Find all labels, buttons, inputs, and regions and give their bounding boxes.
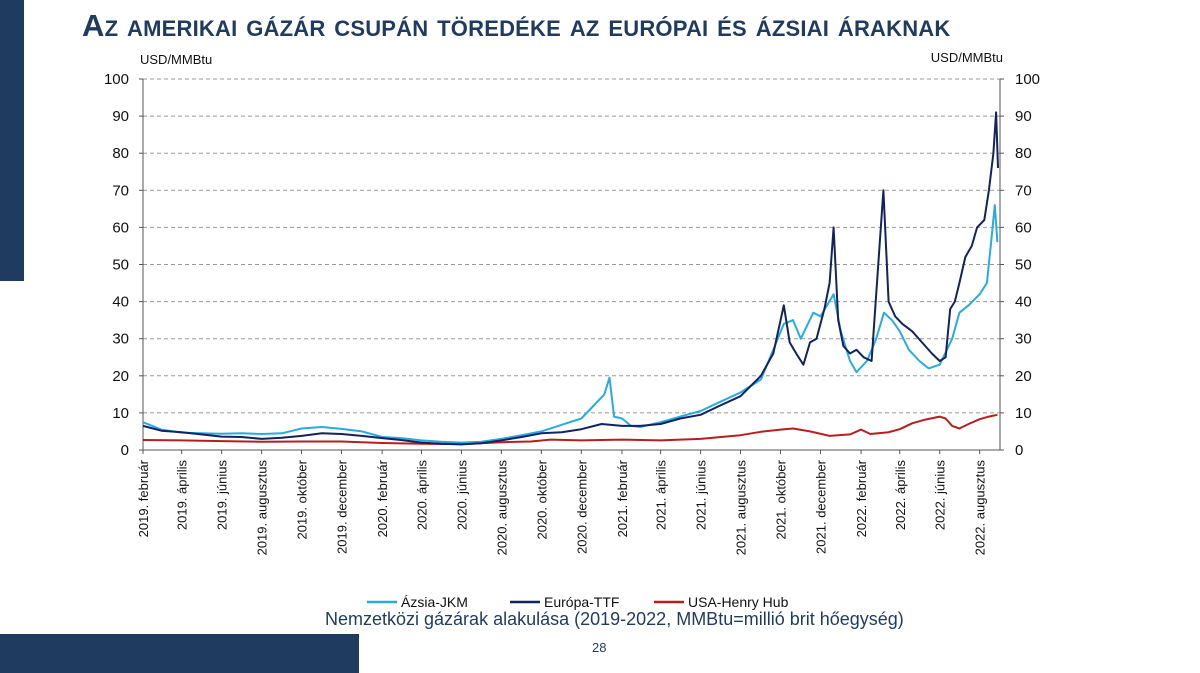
x-tick-label: 2022. február <box>854 459 869 537</box>
y-tick-label-right: 60 <box>1015 219 1032 236</box>
y-tick-label-right: 80 <box>1015 145 1032 162</box>
x-tick-label: 2020. december <box>574 459 589 554</box>
x-tick-label: 2022. június <box>933 460 948 531</box>
y-tick-label-right: 70 <box>1015 182 1032 199</box>
series-line <box>142 413 998 446</box>
x-tick-label: 2020. augusztus <box>494 460 509 556</box>
y-tick-label-left: 40 <box>112 294 129 311</box>
x-tick-label: 2019. június <box>215 460 230 531</box>
legend-label: USA-Henry Hub <box>688 594 789 610</box>
x-tick-label: 2020. április <box>414 460 429 531</box>
x-tick-label: 2022. április <box>893 460 908 531</box>
y-tick-label-right: 0 <box>1015 442 1023 459</box>
axis-layer: 0 0 10 10 20 20 30 30 40 40 50 50 60 60 70 70 80 80 90 90 10… <box>104 71 1040 555</box>
x-tick-label: 2020. október <box>534 459 549 539</box>
y-tick-label-left: 100 <box>104 71 129 88</box>
y-tick-label-right: 30 <box>1015 331 1032 348</box>
x-tick-label: 2021. április <box>654 460 669 531</box>
y-tick-label-left: 30 <box>112 331 129 348</box>
series-layer <box>142 111 999 446</box>
x-tick-label: 2021. december <box>813 459 828 554</box>
x-tick-label: 2021. február <box>615 459 630 537</box>
y-tick-label-right: 10 <box>1015 405 1032 422</box>
y-tick-label-left: 80 <box>112 145 129 162</box>
page-number: 28 <box>592 640 607 655</box>
x-tick-label: 2021. október <box>774 459 789 539</box>
x-tick-label: 2021. június <box>694 460 709 531</box>
x-tick-label: 2022. augusztus <box>973 460 988 556</box>
y-tick-label-left: 70 <box>112 182 129 199</box>
y-tick-label-right: 50 <box>1015 257 1032 274</box>
x-tick-label: 2019. április <box>175 460 190 531</box>
x-tick-label: 2021. augusztus <box>734 460 749 556</box>
y-tick-label-right: 90 <box>1015 108 1032 125</box>
y-tick-label-right: 100 <box>1015 71 1040 88</box>
series-line <box>142 111 999 446</box>
left-accent-bar <box>0 0 24 281</box>
slide-title: Az amerikai gázár csupán töredéke az eur… <box>82 8 951 43</box>
y-tick-label-right: 40 <box>1015 294 1032 311</box>
series-line <box>142 204 999 444</box>
y-tick-label-left: 20 <box>112 368 129 385</box>
y-tick-label-left: 60 <box>112 219 129 236</box>
chart-legend: Ázsia-JKM Európa-TTF USA-Henry Hub <box>367 594 789 610</box>
y-tick-label-left: 50 <box>112 257 129 274</box>
chart-caption: Nemzetközi gázárak alakulása (2019-2022,… <box>325 609 904 629</box>
y-tick-label-right: 20 <box>1015 368 1032 385</box>
y-axis-label-right: USD/MMBtu <box>931 50 1003 65</box>
grid-layer <box>143 78 1000 414</box>
x-tick-label: 2020. február <box>375 459 390 537</box>
y-tick-label-left: 0 <box>121 442 129 459</box>
y-axis-label-left: USD/MMBtu <box>140 52 212 67</box>
x-tick-label: 2019. augusztus <box>255 460 270 556</box>
x-tick-label: 2020. június <box>454 460 469 531</box>
legend-label: Európa-TTF <box>544 594 619 610</box>
x-tick-label: 2019. február <box>136 459 151 537</box>
legend-label: Ázsia-JKM <box>401 594 468 610</box>
x-tick-label: 2019. december <box>335 459 350 554</box>
x-tick-label: 2019. október <box>295 459 310 539</box>
y-tick-label-left: 10 <box>112 405 129 422</box>
y-tick-label-left: 90 <box>112 108 129 125</box>
bottom-accent-bar <box>0 634 359 673</box>
